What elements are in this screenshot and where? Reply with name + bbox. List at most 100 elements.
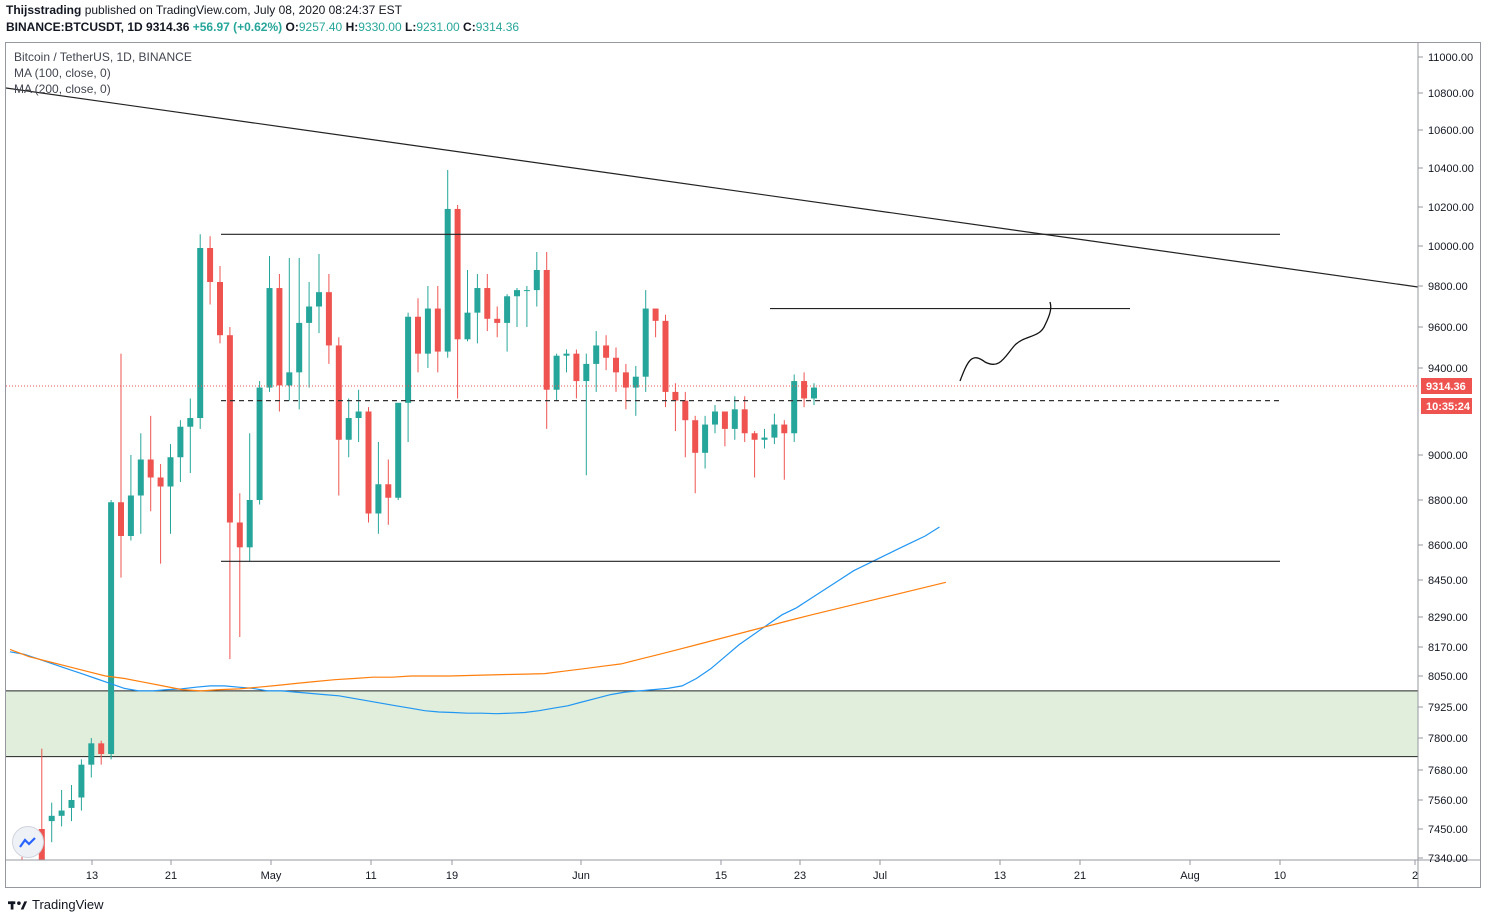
candle-body <box>335 345 342 440</box>
candle-body <box>167 457 174 487</box>
candle-body <box>29 866 35 882</box>
candle-body <box>662 320 669 392</box>
candle-body <box>682 400 689 421</box>
candle-body <box>58 810 65 816</box>
candle-body <box>603 345 610 358</box>
candle-body <box>226 335 233 523</box>
y-tick-label: 10400.00 <box>1428 163 1474 175</box>
x-tick-label: 2 <box>1412 870 1418 882</box>
plot-area[interactable] <box>6 87 1418 895</box>
candle-body <box>405 316 412 403</box>
tradingview-circle-logo-icon[interactable] <box>12 826 44 858</box>
candle-body <box>474 288 481 313</box>
candle-body <box>137 459 144 496</box>
candle-body <box>563 353 570 356</box>
candle-body <box>177 426 184 458</box>
timer-label: 10:35:24 <box>1426 401 1471 413</box>
candle-body <box>395 402 402 498</box>
candle-body <box>127 495 134 536</box>
x-tick-label: 21 <box>1074 870 1086 882</box>
ma200-line <box>9 581 947 692</box>
h-label: H: <box>345 20 359 34</box>
candle-body <box>721 411 728 429</box>
footer: TradingView <box>8 897 104 912</box>
candle-body <box>514 290 520 297</box>
candle-body <box>672 391 679 401</box>
candle-body <box>266 288 273 388</box>
candle-body <box>593 345 600 364</box>
x-tick-label: 11 <box>365 870 376 882</box>
close-value: 9314.36 <box>475 20 520 34</box>
c-label: C: <box>463 20 476 34</box>
author-name[interactable]: Thijsstrading <box>6 3 82 17</box>
legend-title: Bitcoin / TetherUS, 1D, BINANCE <box>14 50 192 64</box>
candle-body <box>642 308 649 377</box>
candle-body <box>583 363 590 382</box>
y-tick-label: 7560.00 <box>1428 795 1468 807</box>
candle-body <box>385 484 392 498</box>
candle-body <box>771 424 778 438</box>
candle-body <box>781 424 788 434</box>
tradingview-logo-icon <box>8 900 28 910</box>
current-price-box <box>1421 378 1472 394</box>
current-price-label: 9314.36 <box>1426 381 1466 393</box>
l-label: L: <box>404 20 417 34</box>
last-price: 9314.36 <box>146 20 190 34</box>
candle-body <box>256 387 263 500</box>
candle-body <box>415 316 421 354</box>
candle-body <box>811 387 817 399</box>
candle-body <box>533 270 540 291</box>
candle-body <box>523 290 530 292</box>
projection-path <box>959 301 1052 382</box>
candle-body <box>613 357 619 373</box>
candle-body <box>68 800 75 808</box>
candle-body <box>692 420 699 453</box>
y-tick-label: 7450.00 <box>1428 824 1468 836</box>
candle-body <box>98 743 105 754</box>
chart-frame[interactable] <box>5 42 1481 888</box>
x-tick-label: Aug <box>1180 870 1200 882</box>
candle-body <box>375 484 382 514</box>
candle-body <box>197 248 204 419</box>
candle-body <box>702 424 709 453</box>
candle-body <box>345 418 352 440</box>
candle-body <box>751 433 758 440</box>
symbol-label: BINANCE:BTCUSDT, 1D <box>6 20 143 34</box>
candle-body <box>761 437 768 440</box>
y-tick-label: 9800.00 <box>1428 281 1468 293</box>
candle-body <box>632 376 639 388</box>
candle-body <box>504 296 511 323</box>
y-tick-label: 8800.00 <box>1428 495 1468 507</box>
x-tick-label: Jun <box>572 870 590 882</box>
footer-brand[interactable]: TradingView <box>32 897 104 912</box>
x-tick-label: 21 <box>165 870 177 882</box>
x-tick-label: 19 <box>446 870 458 882</box>
candle-body <box>712 411 718 425</box>
y-tick-label: 9600.00 <box>1428 322 1468 334</box>
candle-body <box>207 248 214 282</box>
y-tick-label: 10600.00 <box>1428 125 1474 137</box>
candle-body <box>573 353 580 382</box>
candle-body <box>78 764 85 798</box>
candle-body <box>444 208 451 352</box>
x-tick-label: Jul <box>873 870 887 882</box>
candle-body <box>147 459 154 478</box>
descending-trendline <box>6 87 1418 288</box>
y-tick-label: 8600.00 <box>1428 540 1468 552</box>
legend-ma100[interactable]: MA (100, close, 0) <box>14 66 111 80</box>
y-tick-label: 7340.00 <box>1428 853 1468 865</box>
candle-body <box>316 292 322 307</box>
demand-zone <box>6 690 1418 757</box>
low-value: 9231.00 <box>416 20 460 34</box>
candle-body <box>801 381 808 399</box>
candle-body <box>325 292 332 346</box>
candle-body <box>296 322 303 373</box>
y-tick-label: 10200.00 <box>1428 202 1474 214</box>
candle-body <box>217 282 223 336</box>
candle-body <box>622 372 629 388</box>
candle-body <box>652 308 659 321</box>
y-tick-label: 9000.00 <box>1428 450 1468 462</box>
legend-ma200[interactable]: MA (200, close, 0) <box>14 82 111 96</box>
candle-body <box>365 411 372 514</box>
